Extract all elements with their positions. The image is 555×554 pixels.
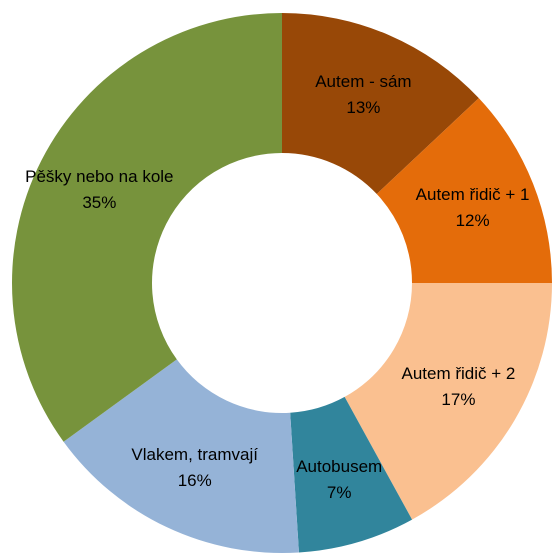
donut-segment <box>63 359 299 553</box>
category-label: Pěšky nebo na kole <box>25 166 174 186</box>
donut-segment <box>376 98 552 284</box>
value-label: 12% <box>455 210 490 230</box>
category-label: Vlakem, tramvají <box>131 445 258 465</box>
donut-segment <box>11 13 282 442</box>
category-label: Autem - sám <box>315 71 412 91</box>
value-label: 35% <box>82 192 117 212</box>
data-label: Autem řidič + 1 12% <box>390 182 555 234</box>
data-label: Pěšky nebo na kole 35% <box>16 164 182 216</box>
value-label: 17% <box>441 390 476 410</box>
donut-segment <box>290 396 413 553</box>
value-label: 16% <box>177 471 212 491</box>
data-label: Autobusem 7% <box>256 454 422 506</box>
data-label: Autem řidič + 2 17% <box>375 361 541 413</box>
donut-segment <box>344 283 552 520</box>
value-label: 7% <box>326 482 352 502</box>
data-label: Autem - sám 13% <box>280 69 446 121</box>
donut-segment <box>282 13 479 195</box>
category-label: Autem řidič + 2 <box>401 364 516 384</box>
category-label: Autem řidič + 1 <box>415 184 530 204</box>
data-label: Vlakem, tramvají 16% <box>112 442 278 494</box>
value-label: 13% <box>346 97 381 117</box>
category-label: Autobusem <box>296 456 383 476</box>
